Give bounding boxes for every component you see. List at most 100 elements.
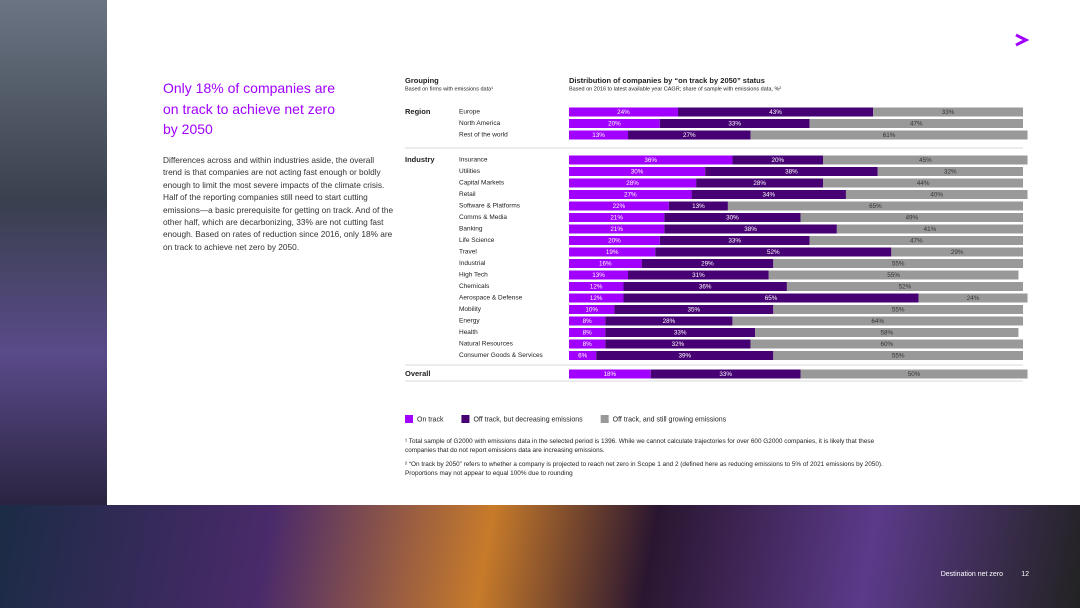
bar-segment [569,224,665,234]
bar-segment [659,236,810,245]
value-label: 10% [585,307,598,314]
value-label: 33% [942,109,955,116]
bar-segment [628,270,769,280]
bar-segment [569,201,669,211]
value-label: 19% [606,249,619,256]
bar-segment [655,247,892,257]
bar-segment [800,369,1028,379]
value-label: 58% [880,330,893,337]
bar-segment [605,316,733,326]
bar-segment [809,119,1023,128]
bar-segment [677,107,874,117]
group-subheader: Based on firms with emissions data¹ [405,86,493,92]
bar-segment [664,224,837,234]
value-label: 35% [688,307,701,314]
value-label: 16% [599,261,612,268]
bar-segment [727,201,1023,211]
category-label: Insurance [459,157,488,164]
category-label: Natural Resources [459,341,514,348]
value-label: 55% [892,261,905,268]
value-label: 12% [590,295,603,302]
footnote: ² “On track by 2050” refers to whether a… [405,461,883,477]
bar-segment [659,119,810,128]
bar-segment [823,155,1028,165]
bar-segment [628,130,751,140]
legend-label: Off track, and still growing emissions [613,416,727,423]
value-label: 20% [608,121,621,128]
value-label: 20% [772,157,785,164]
bar-segment [569,247,656,257]
category-label: Software & Platforms [459,203,521,210]
value-label: 65% [765,295,778,302]
legend-swatch [461,415,470,423]
bar-segment [877,167,1023,176]
bar-segment [569,236,660,245]
value-label: 36% [699,284,712,291]
bar-segment [691,190,846,199]
value-label: 52% [767,249,780,256]
bar-segment [569,119,660,128]
category-label: High Tech [459,272,488,279]
legend-swatch [600,415,609,423]
bar-segment [569,190,692,199]
bar-segment [836,224,1023,234]
value-label: 50% [908,371,921,378]
bar-segment [668,201,728,211]
value-label: 8% [583,341,593,348]
value-label: 61% [883,132,896,139]
value-label: 12% [590,284,603,291]
bar-segment [641,259,774,268]
value-label: 55% [892,353,905,360]
bar-segment [873,107,1023,117]
photo-left [0,0,107,505]
value-label: 31% [692,272,705,279]
footnote: ¹ Total sample of G2000 with emissions d… [405,438,875,454]
body-text: Differences across and within industries… [163,155,394,252]
category-label: Health [459,329,478,336]
bar-segment [823,178,1023,188]
category-label: Chemicals [459,283,490,290]
chart-title: Distribution of companies by “on track b… [569,76,765,85]
category-label: Capital Markets [459,180,505,187]
value-label: 30% [631,169,644,176]
bar-segment [768,270,1019,280]
group-label: Region [405,107,431,116]
category-label: North America [459,120,501,127]
value-label: 39% [678,353,691,360]
category-label: Consumer Goods & Services [459,352,544,359]
bar-segment [891,247,1023,257]
value-label: 13% [692,203,705,210]
bar-segment [773,259,1023,268]
bar-segment [569,339,606,349]
value-label: 6% [578,353,588,360]
value-label: 22% [613,203,626,210]
value-label: 36% [644,157,657,164]
value-label: 27% [683,132,696,139]
bar-segment [786,282,1023,291]
category-label: Europe [459,109,480,116]
value-label: 34% [762,192,775,199]
bar-segment [569,213,665,222]
value-label: 20% [608,238,621,245]
bar-segment [569,328,606,337]
bar-segment [569,293,624,303]
category-label: Travel [459,249,477,256]
group-header: Grouping [405,76,439,85]
bar-segment [605,339,751,349]
bar-segment [569,155,733,165]
value-label: 47% [910,238,923,245]
headline: Only 18% of companies are on track to ac… [163,80,335,137]
value-label: 33% [728,238,741,245]
value-label: 65% [869,203,882,210]
chart-subtitle: Based on 2016 to latest available year C… [569,86,781,92]
bar-segment [569,369,651,379]
page-number: 12 [1021,571,1029,578]
value-label: 8% [583,330,593,337]
category-label: Rest of the world [459,132,508,139]
logo [1015,33,1030,47]
bar-segment [596,351,774,360]
bar-segment [696,178,824,188]
bar-segment [569,178,697,188]
